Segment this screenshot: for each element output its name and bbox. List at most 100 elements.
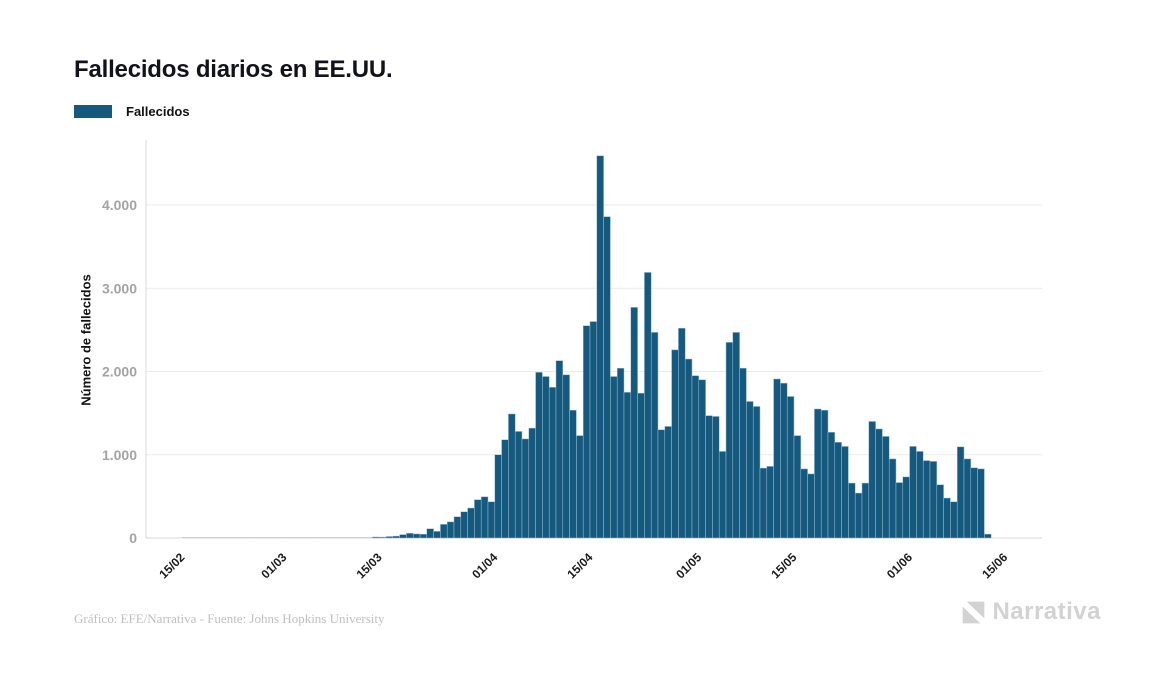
bar [467, 507, 475, 539]
bar [304, 537, 312, 538]
bar [800, 468, 808, 539]
bar [929, 461, 938, 539]
y-tick-label: 2.000 [102, 364, 137, 380]
bar [352, 537, 359, 538]
bar [318, 537, 325, 538]
bar [508, 413, 516, 539]
bar [950, 501, 958, 539]
bar [589, 321, 598, 539]
bar [514, 431, 523, 539]
bar [841, 446, 849, 539]
x-axis-tick-labels: 15/02 01/03 15/03 01/04 15/04 01/05 15/05 01/06… [156, 550, 1010, 581]
bar [895, 482, 904, 539]
bar [882, 436, 890, 539]
bar [358, 537, 366, 538]
y-tick-label: 1.000 [102, 447, 137, 463]
bar [229, 537, 237, 538]
bar [263, 537, 271, 538]
bar [419, 533, 428, 539]
narrativa-logo-icon [963, 601, 985, 623]
bar [759, 467, 768, 539]
bar [956, 446, 965, 539]
bar [868, 421, 876, 539]
bar [542, 376, 550, 539]
bar [922, 460, 931, 539]
x-tick-label: 15/05 [768, 550, 799, 581]
bar [820, 409, 829, 539]
bar [562, 374, 570, 539]
bar [875, 428, 883, 539]
bar [671, 349, 679, 539]
bar [739, 367, 747, 539]
chart-credit: Gráfico: EFE/Narrativa - Fuente: Johns H… [74, 611, 385, 626]
bar [331, 537, 339, 538]
bar [616, 367, 625, 539]
bar [372, 536, 380, 539]
bar [725, 342, 734, 539]
bar [827, 432, 836, 539]
bar [209, 537, 216, 538]
bar [412, 533, 421, 539]
bar [535, 372, 543, 539]
bar [250, 537, 257, 538]
bar [378, 536, 387, 539]
bar [664, 426, 672, 539]
bar [793, 435, 802, 539]
bar [338, 537, 346, 538]
bar [610, 376, 618, 539]
x-tick-label: 15/04 [564, 550, 595, 581]
bar [807, 473, 815, 539]
x-tick-label: 15/06 [979, 550, 1010, 581]
bar [691, 375, 700, 539]
bar [888, 458, 897, 539]
bar [297, 537, 305, 538]
x-tick-label: 15/03 [354, 550, 385, 581]
y-tick-label: 3.000 [102, 280, 137, 296]
bar [814, 408, 822, 539]
bar [406, 533, 414, 539]
bar [365, 537, 373, 538]
bar [440, 524, 448, 539]
bar [936, 484, 944, 539]
bar [243, 537, 250, 538]
bar [909, 446, 917, 539]
bar [712, 416, 720, 539]
bar [644, 272, 652, 539]
bar [460, 511, 468, 539]
bar [684, 358, 693, 539]
bar [188, 537, 196, 538]
bar [977, 468, 985, 539]
bar [494, 454, 502, 539]
bar [270, 537, 278, 538]
y-tick-label: 0 [129, 530, 137, 546]
bar [284, 537, 291, 538]
bar [528, 427, 536, 539]
bar [236, 537, 244, 538]
bar [446, 521, 455, 539]
narrativa-logo-text: Narrativa [992, 598, 1101, 625]
bar [984, 533, 992, 539]
bar [582, 325, 591, 539]
bar [603, 216, 611, 539]
bar [324, 537, 332, 538]
bar [746, 401, 754, 539]
bar [555, 360, 564, 539]
bar [650, 332, 659, 539]
bar [548, 387, 557, 539]
bar [195, 537, 203, 538]
bar [943, 497, 951, 539]
bar [487, 501, 496, 539]
bar [182, 537, 189, 538]
bar [256, 537, 264, 538]
chart-title: Fallecidos diarios en EE.UU. [74, 56, 393, 84]
bar [576, 435, 584, 539]
bar [596, 155, 604, 539]
bar [786, 396, 795, 539]
bar [501, 439, 509, 539]
bars-series-fallecidos [182, 155, 992, 539]
bar [630, 307, 638, 539]
bar [392, 535, 400, 539]
bar [970, 467, 978, 539]
bar [848, 482, 856, 539]
bar [834, 442, 842, 539]
